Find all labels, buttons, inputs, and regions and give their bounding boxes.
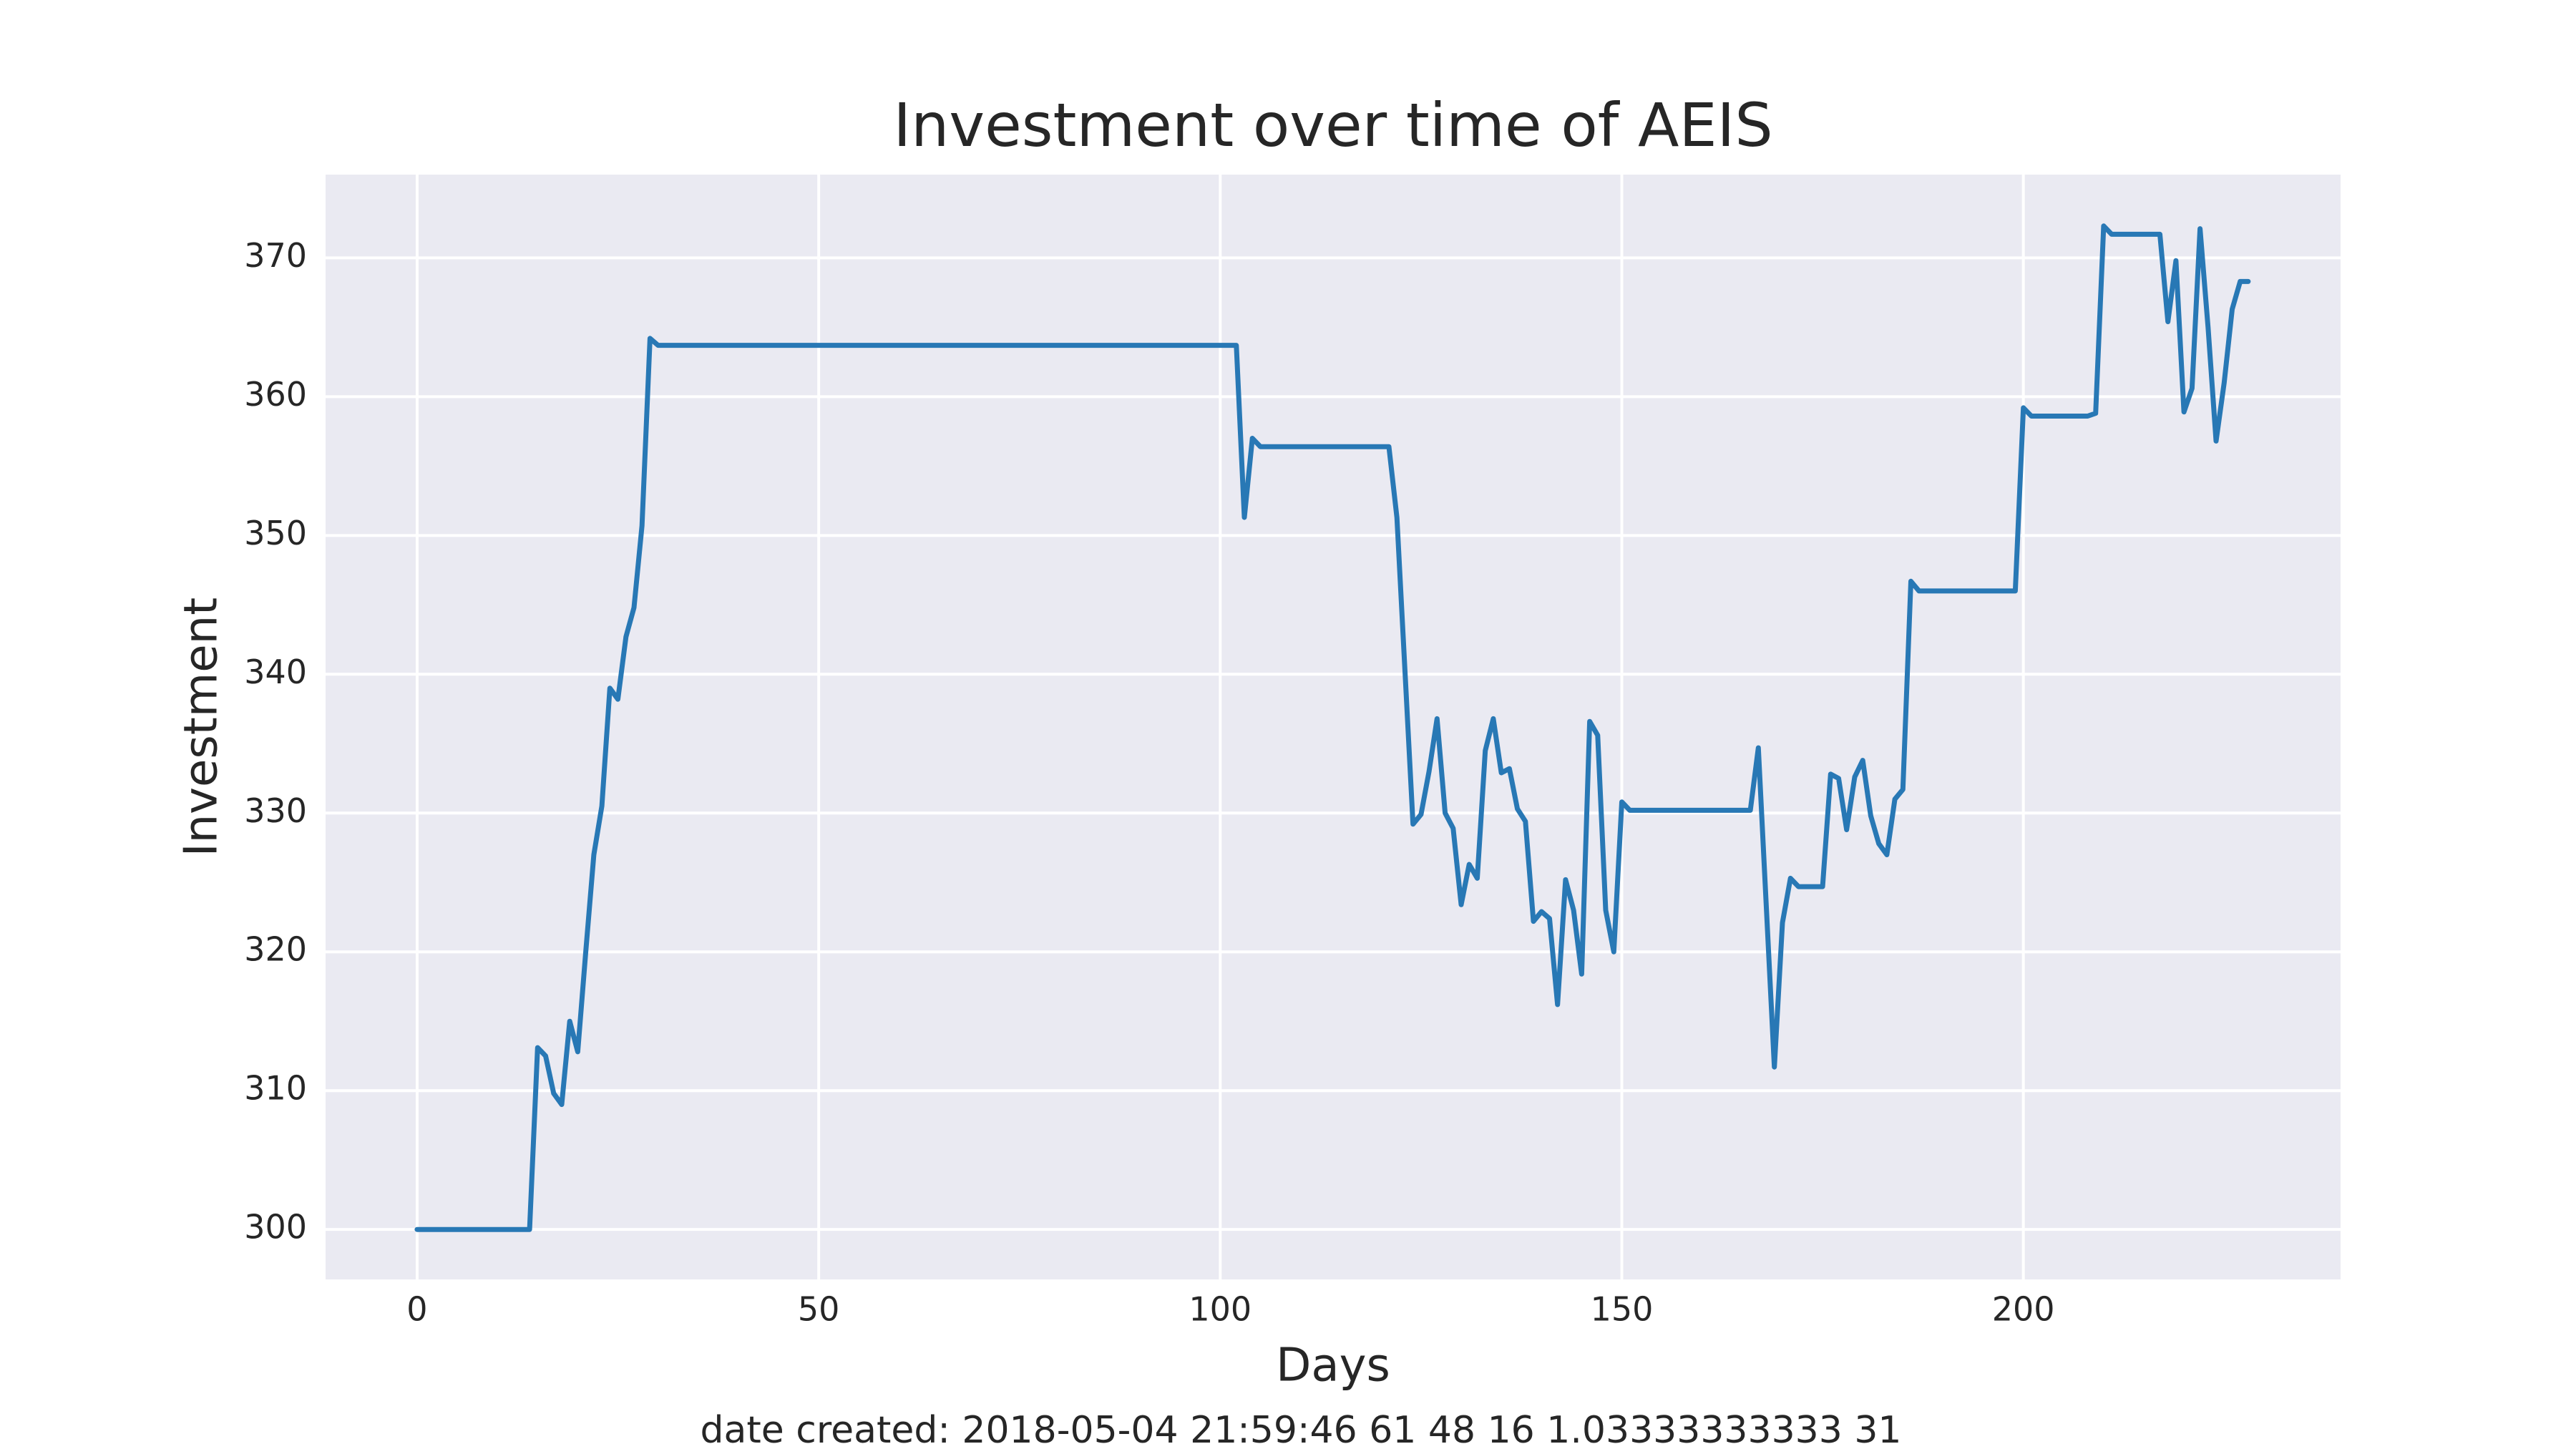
footer-note: date created: 2018-05-04 21:59:46 61 48 … [700, 1409, 1901, 1449]
y-tick-label: 360 [244, 375, 307, 414]
x-tick-label: 200 [1992, 1290, 2055, 1329]
y-tick-label: 310 [244, 1069, 307, 1108]
y-tick-label: 300 [244, 1208, 307, 1246]
y-tick-label: 330 [244, 791, 307, 830]
x-tick-label: 0 [406, 1290, 427, 1329]
y-axis-label: Investment [175, 597, 228, 857]
y-tick-label: 320 [244, 930, 307, 969]
x-tick-label: 50 [798, 1290, 840, 1329]
data-line [414, 223, 2251, 1232]
x-tick-label: 100 [1189, 1290, 1252, 1329]
y-tick-label: 350 [244, 514, 307, 552]
x-axis-label: Days [1276, 1340, 1390, 1392]
plot-background [326, 175, 2341, 1279]
x-tick-label: 150 [1591, 1290, 1654, 1329]
y-tick-label: 370 [244, 236, 307, 275]
y-tick-label: 340 [244, 653, 307, 691]
chart-title: Investment over time of AEIS [893, 90, 1772, 160]
